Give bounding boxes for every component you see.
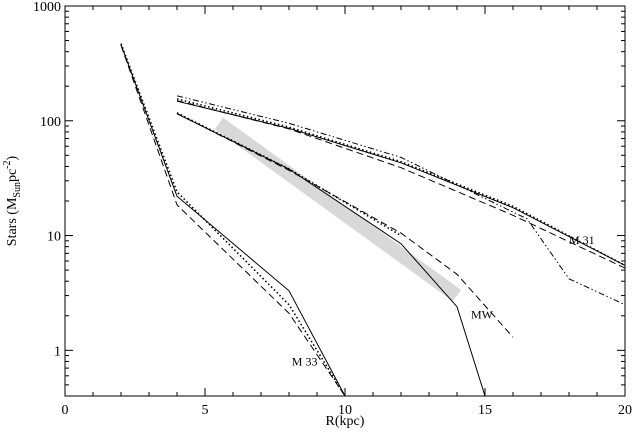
series-line-m31-dotted: [176, 98, 625, 267]
label-layer: 0 5 10 15 20 1 10 100 1000 M 31 MW M 33: [33, 0, 632, 418]
highlight-band: [214, 117, 462, 302]
series-line-m33-solid: [120, 44, 346, 396]
series-line-m31-dashed: [176, 100, 625, 269]
y-axis-title-sup: -2: [2, 160, 13, 168]
series-line-mw-dotted: [176, 112, 402, 237]
y-axis-title-sub: Sun: [12, 182, 23, 198]
y-axis-title-main: Stars (M: [5, 197, 20, 246]
series-line-mw-dashed: [176, 112, 514, 338]
series-line-mw-solid: [176, 113, 486, 396]
tick-layer: [64, 5, 626, 397]
x-tick-label: 20: [618, 403, 632, 418]
series-line-m33-dashed: [120, 45, 346, 396]
x-tick-label: 10: [338, 403, 352, 418]
y-axis-title-end: ): [5, 155, 20, 160]
annotation-label: M 31: [569, 233, 595, 247]
y-tick-label: 1000: [33, 0, 61, 15]
y-axis-title: Stars (MSunpc-2): [2, 155, 23, 246]
series-line-m31-solid: [176, 100, 625, 266]
highlight-band-layer: [214, 117, 462, 302]
y-tick-label: 1: [54, 344, 61, 359]
y-tick-label: 10: [47, 230, 61, 245]
y-axis-title-mid: pc: [5, 169, 20, 182]
y-tick-label: 100: [40, 115, 61, 130]
annotation-label: M 33: [292, 354, 318, 368]
series-line-m33-dotted: [120, 43, 346, 396]
x-axis-title: R(kpc): [326, 414, 365, 429]
annotation-label: MW: [471, 307, 494, 321]
plot-frame: [64, 5, 626, 397]
x-tick-label: 5: [202, 403, 209, 418]
series-line-m31-dashdot: [176, 95, 625, 306]
x-tick-label: 0: [62, 403, 69, 418]
series-layer: [120, 43, 625, 396]
x-tick-label: 15: [478, 403, 492, 418]
